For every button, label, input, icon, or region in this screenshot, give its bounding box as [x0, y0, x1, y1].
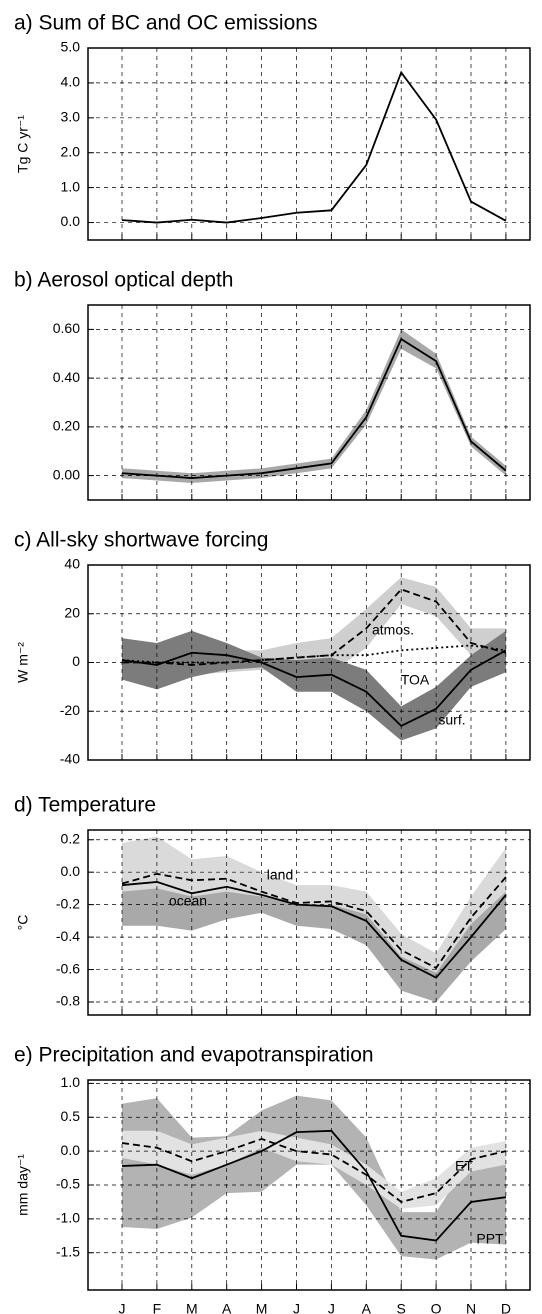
- y-tick-label: 1.0: [61, 178, 81, 194]
- x-tick-label: J: [328, 1301, 335, 1314]
- y-tick-label: -40: [60, 751, 80, 767]
- y-tick-label: -20: [60, 702, 80, 718]
- annotation: TOA: [401, 672, 430, 688]
- annotation: ocean: [169, 893, 207, 909]
- y-tick-label: -0.4: [56, 928, 80, 944]
- series-line: [122, 588, 507, 666]
- series-line: [121, 644, 507, 664]
- y-tick-label: 2.0: [61, 143, 81, 159]
- series-line: [121, 872, 507, 970]
- x-tick-label: S: [397, 1301, 406, 1314]
- x-tick-label: D: [501, 1301, 511, 1314]
- y-tick-label: -0.2: [56, 895, 80, 911]
- chart-title: c) All-sky shortwave forcing: [14, 529, 268, 552]
- plot-frame: [87, 47, 531, 241]
- y-tick-label: 0.00: [53, 466, 80, 482]
- annotation: ET: [455, 1158, 473, 1174]
- y-axis-label: Tg C yr⁻¹: [15, 115, 31, 173]
- annotation: land: [267, 867, 293, 883]
- y-tick-label: 0.2: [61, 830, 81, 846]
- plot-frame: [87, 1079, 531, 1291]
- series-line: [121, 1129, 507, 1242]
- y-tick-label: -0.6: [56, 960, 80, 976]
- plot-frame: [87, 564, 531, 761]
- y-tick-label: 0.0: [61, 213, 81, 229]
- y-tick-label: -0.5: [56, 1176, 80, 1192]
- x-tick-label: A: [222, 1301, 232, 1314]
- uncertainty-band: [122, 1130, 506, 1209]
- plot-frame: [87, 304, 531, 501]
- y-tick-label: 0.5: [61, 1108, 81, 1124]
- y-tick-label: 0.60: [53, 320, 80, 336]
- uncertainty-band: [122, 630, 506, 741]
- series-line: [121, 70, 507, 224]
- chart-title: b) Aerosol optical depth: [14, 269, 233, 292]
- y-tick-label: -1.0: [56, 1210, 80, 1226]
- y-tick-label: -0.8: [56, 993, 80, 1009]
- y-axis-label: mm day⁻¹: [15, 1154, 31, 1216]
- y-tick-label: 0: [72, 653, 80, 669]
- y-tick-label: 40: [64, 556, 80, 572]
- x-tick-label: N: [466, 1301, 476, 1314]
- y-tick-label: 0.0: [61, 1142, 81, 1158]
- x-tick-label: M: [256, 1301, 268, 1314]
- y-tick-label: 0.0: [61, 863, 81, 879]
- y-axis-label: °C: [15, 915, 31, 931]
- x-tick-label: F: [153, 1301, 162, 1314]
- y-tick-label: 0.20: [53, 418, 80, 434]
- series-line: [121, 881, 507, 979]
- series-line: [121, 337, 507, 479]
- x-tick-label: O: [431, 1301, 442, 1314]
- y-tick-label: 5.0: [61, 39, 81, 55]
- y-tick-label: 4.0: [61, 74, 81, 90]
- x-tick-label: J: [293, 1301, 300, 1314]
- annotation: PPT: [476, 1231, 504, 1247]
- chart-title: a) Sum of BC and OC emissions: [14, 12, 317, 35]
- chart-title: d) Temperature: [14, 794, 156, 817]
- chart-title: e) Precipitation and evapotranspiration: [14, 1044, 374, 1067]
- series-line: [121, 1137, 507, 1203]
- annotation: surf.: [438, 712, 465, 728]
- x-tick-label: M: [186, 1301, 198, 1314]
- y-axis-label: W m⁻²: [15, 642, 31, 683]
- series-line: [121, 649, 507, 727]
- y-tick-label: 20: [64, 604, 80, 620]
- x-tick-label: A: [362, 1301, 372, 1314]
- y-tick-label: 0.40: [53, 369, 80, 385]
- y-tick-label: -1.5: [56, 1243, 80, 1259]
- plot-frame: [87, 829, 531, 1016]
- x-tick-label: J: [119, 1301, 126, 1314]
- uncertainty-band: [122, 329, 506, 483]
- y-tick-label: 1.0: [61, 1074, 81, 1090]
- y-tick-label: 3.0: [61, 109, 81, 125]
- annotation: atmos.: [372, 622, 414, 638]
